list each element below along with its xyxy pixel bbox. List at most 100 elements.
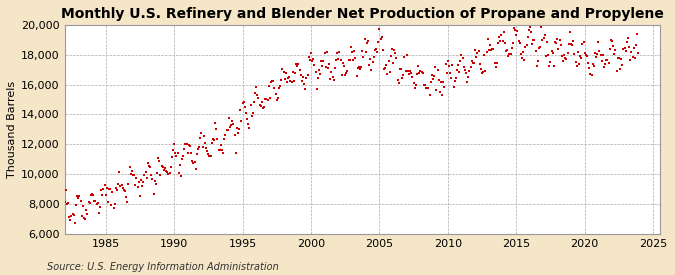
Point <box>338 60 348 65</box>
Point <box>93 211 104 215</box>
Point <box>267 78 277 83</box>
Point <box>433 78 444 82</box>
Point <box>514 41 525 45</box>
Point <box>384 70 395 74</box>
Point <box>595 53 606 57</box>
Point <box>60 188 71 192</box>
Point <box>190 166 201 171</box>
Point <box>586 73 597 77</box>
Point <box>256 100 267 104</box>
Point <box>296 78 307 83</box>
Point <box>215 143 226 147</box>
Point <box>204 154 215 158</box>
Point <box>604 47 615 51</box>
Point <box>280 70 291 75</box>
Point <box>159 167 169 172</box>
Point <box>75 199 86 203</box>
Point <box>107 190 118 195</box>
Point <box>109 202 120 206</box>
Point <box>222 128 233 133</box>
Point <box>577 42 588 47</box>
Point <box>483 37 493 41</box>
Point <box>513 39 524 44</box>
Point <box>450 78 460 83</box>
Point <box>336 73 347 78</box>
Point <box>632 32 643 36</box>
Point <box>78 204 88 208</box>
Point <box>89 199 100 203</box>
Point <box>372 50 383 54</box>
Point <box>156 164 167 169</box>
Point <box>324 62 335 66</box>
Point <box>91 202 102 207</box>
Point <box>237 101 248 105</box>
Point <box>303 55 314 60</box>
Point <box>65 218 76 222</box>
Point <box>213 148 224 153</box>
Point <box>427 73 437 78</box>
Point <box>189 160 200 164</box>
Point <box>276 78 287 82</box>
Point <box>234 127 244 131</box>
Point <box>115 183 126 188</box>
Point <box>88 193 99 197</box>
Point <box>238 100 249 104</box>
Point <box>385 54 396 58</box>
Point <box>141 176 152 181</box>
Point <box>546 49 557 53</box>
Point <box>310 69 321 74</box>
Point <box>508 25 519 30</box>
Point <box>349 49 360 54</box>
Point <box>301 76 312 80</box>
Point <box>422 86 433 90</box>
Point <box>435 90 446 95</box>
Point <box>497 39 508 43</box>
Point <box>124 165 135 169</box>
Point <box>228 122 239 127</box>
Point <box>416 70 427 75</box>
Point <box>574 54 585 59</box>
Point <box>462 80 472 84</box>
Point <box>472 51 483 56</box>
Point <box>323 66 333 71</box>
Point <box>537 38 548 42</box>
Point <box>254 103 265 108</box>
Point <box>518 50 529 54</box>
Point <box>379 67 389 72</box>
Point <box>618 47 629 51</box>
Point <box>99 182 110 187</box>
Point <box>144 165 155 169</box>
Point <box>273 96 284 101</box>
Point <box>466 59 477 63</box>
Point <box>601 58 612 62</box>
Point <box>414 70 425 75</box>
Point <box>343 57 354 62</box>
Point <box>576 56 587 60</box>
Point <box>571 64 582 68</box>
Point <box>477 71 487 75</box>
Point <box>531 64 542 68</box>
Point <box>624 45 634 49</box>
Point <box>186 150 196 155</box>
Point <box>278 70 289 74</box>
Point <box>389 48 400 53</box>
Point <box>489 61 500 65</box>
Point <box>394 67 405 72</box>
Point <box>286 79 297 84</box>
Point <box>270 92 281 96</box>
Point <box>203 152 214 156</box>
Point <box>111 185 122 190</box>
Point <box>247 111 258 115</box>
Point <box>309 63 320 68</box>
Point <box>157 165 168 169</box>
Point <box>101 185 112 190</box>
Point <box>585 72 596 76</box>
Point <box>332 51 343 55</box>
Point <box>456 53 467 57</box>
Point <box>283 76 294 80</box>
Point <box>523 28 534 32</box>
Point <box>558 58 568 63</box>
Point <box>262 98 273 103</box>
Point <box>147 177 158 181</box>
Point <box>493 35 504 40</box>
